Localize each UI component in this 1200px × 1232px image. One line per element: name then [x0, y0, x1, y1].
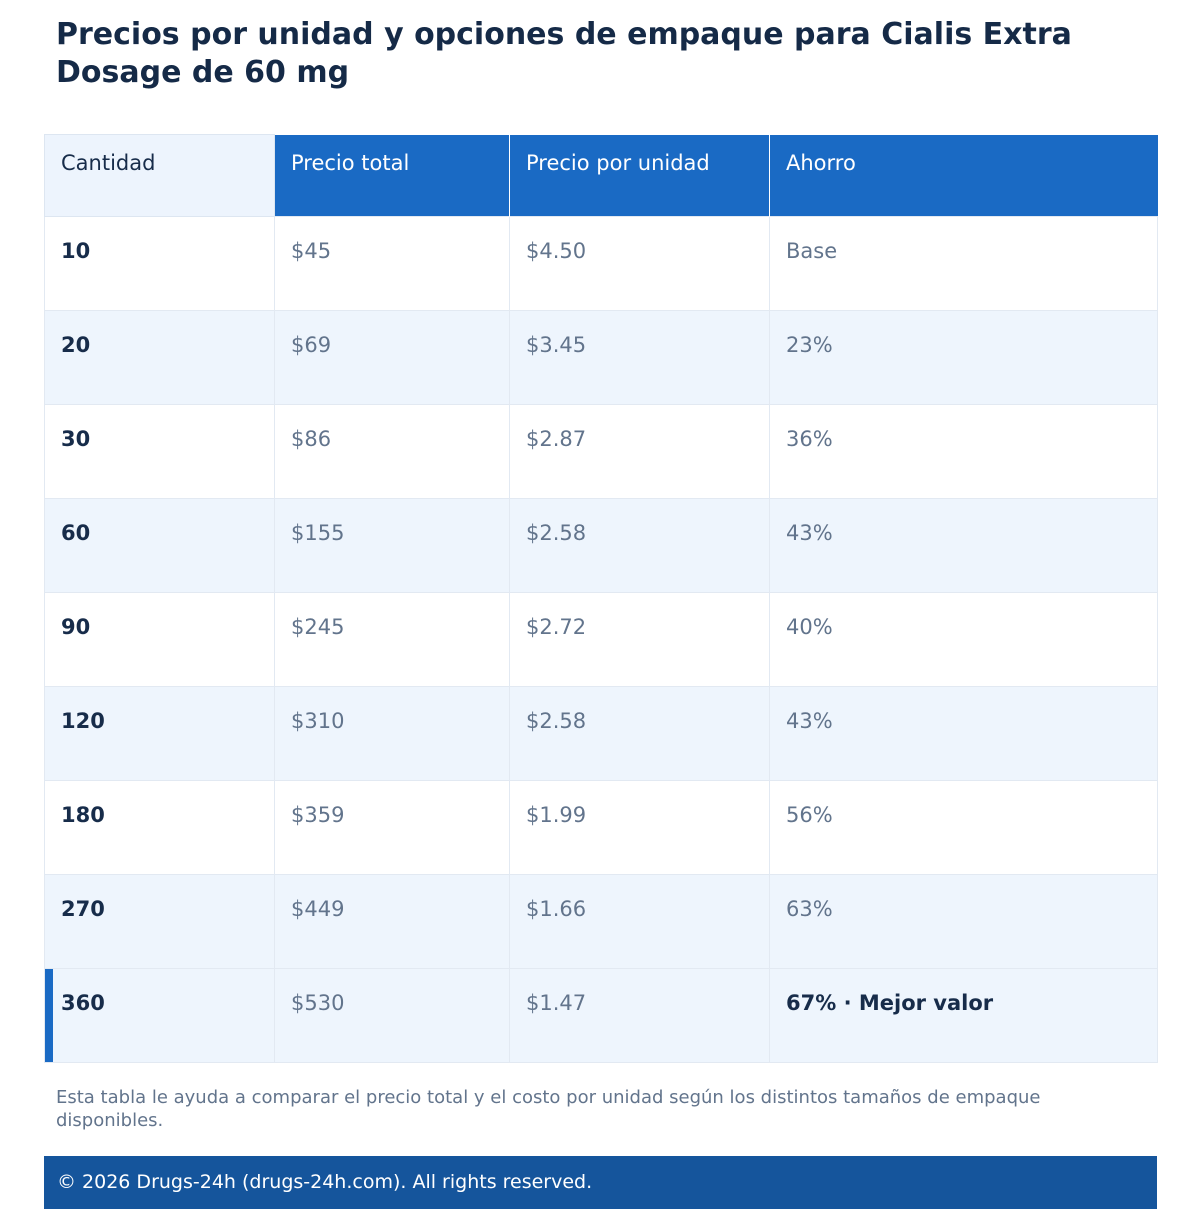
cell-quantity: 60: [44, 498, 275, 593]
cell-unit-price: $3.45: [509, 310, 770, 405]
cell-savings: 36%: [769, 404, 1158, 499]
cell-unit-price: $2.87: [509, 404, 770, 499]
table-row: 180 $359 $1.99 56%: [44, 780, 1158, 875]
cell-unit-price: $2.72: [509, 592, 770, 687]
cell-unit-price: $4.50: [509, 216, 770, 311]
cell-total-price: $310: [274, 686, 510, 781]
cell-total-price: $359: [274, 780, 510, 875]
column-header-unit-price: Precio por unidad: [509, 134, 770, 217]
table-row: 270 $449 $1.66 63%: [44, 874, 1158, 969]
table-row: 10 $45 $4.50 Base: [44, 216, 1158, 311]
cell-total-price: $69: [274, 310, 510, 405]
cell-quantity: 30: [44, 404, 275, 499]
cell-quantity: 90: [44, 592, 275, 687]
table-header-row: Cantidad Precio total Precio por unidad …: [44, 134, 1158, 217]
footer: © 2026 Drugs-24h (drugs-24h.com). All ri…: [44, 1156, 1157, 1209]
cell-total-price: $530: [274, 968, 510, 1063]
table-note: Esta tabla le ayuda a comparar el precio…: [56, 1087, 1041, 1131]
cell-total-price: $245: [274, 592, 510, 687]
cell-quantity: 120: [44, 686, 275, 781]
cell-quantity: 270: [44, 874, 275, 969]
cell-savings: 56%: [769, 780, 1158, 875]
cell-quantity: 20: [44, 310, 275, 405]
cell-savings: 23%: [769, 310, 1158, 405]
cell-unit-price: $1.66: [509, 874, 770, 969]
page-title: Precios por unidad y opciones de empaque…: [56, 17, 1072, 90]
footer-copyright: © 2026 Drugs-24h (drugs-24h.com). All ri…: [57, 1171, 593, 1193]
cell-quantity: 360: [44, 968, 275, 1063]
table-row: 30 $86 $2.87 36%: [44, 404, 1158, 499]
cell-total-price: $45: [274, 216, 510, 311]
cell-savings: 63%: [769, 874, 1158, 969]
cell-unit-price: $1.99: [509, 780, 770, 875]
table-row: 20 $69 $3.45 23%: [44, 310, 1158, 405]
price-table: Cantidad Precio total Precio por unidad …: [44, 134, 1158, 1063]
table-row: 60 $155 $2.58 43%: [44, 498, 1158, 593]
cell-quantity: 180: [44, 780, 275, 875]
table-row: 90 $245 $2.72 40%: [44, 592, 1158, 687]
cell-savings: 43%: [769, 686, 1158, 781]
table-row-best-value: 360 $530 $1.47 67% · Mejor valor: [44, 968, 1158, 1063]
cell-unit-price: $1.47: [509, 968, 770, 1063]
table-row: 120 $310 $2.58 43%: [44, 686, 1158, 781]
cell-savings: 40%: [769, 592, 1158, 687]
column-header-total-price: Precio total: [274, 134, 510, 217]
cell-unit-price: $2.58: [509, 498, 770, 593]
cell-total-price: $86: [274, 404, 510, 499]
cell-savings-best-value: 67% · Mejor valor: [769, 968, 1158, 1063]
cell-savings: Base: [769, 216, 1158, 311]
cell-total-price: $155: [274, 498, 510, 593]
cell-unit-price: $2.58: [509, 686, 770, 781]
cell-quantity: 10: [44, 216, 275, 311]
cell-total-price: $449: [274, 874, 510, 969]
column-header-quantity: Cantidad: [44, 134, 275, 217]
cell-savings: 43%: [769, 498, 1158, 593]
column-header-savings: Ahorro: [769, 134, 1158, 217]
